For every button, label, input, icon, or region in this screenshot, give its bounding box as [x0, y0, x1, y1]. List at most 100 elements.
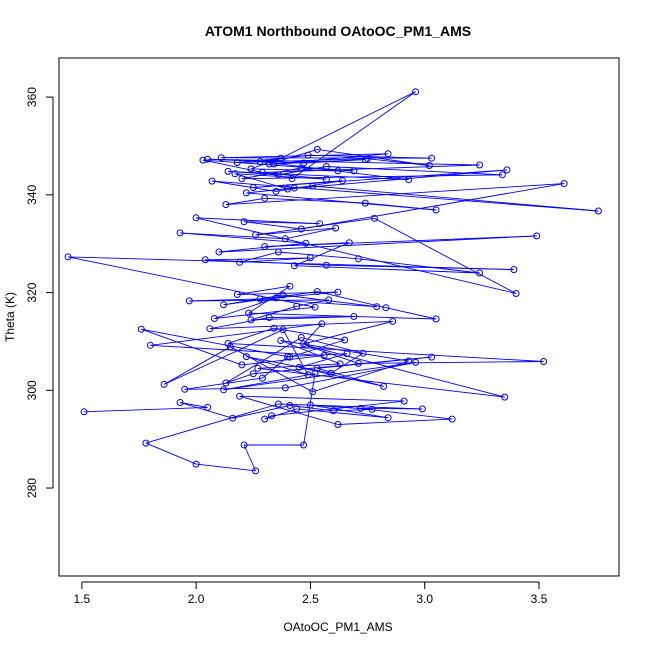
data-point: [295, 363, 303, 371]
series-segment: [239, 251, 279, 263]
series-segment: [312, 185, 599, 212]
data-point: [293, 302, 301, 310]
series-segment: [312, 360, 409, 393]
data-point: [512, 290, 520, 297]
series-segment: [212, 180, 277, 192]
data-point: [368, 405, 376, 413]
data-point: [384, 414, 392, 422]
series-segment: [330, 352, 364, 374]
data-point: [270, 324, 278, 332]
data-point: [236, 258, 244, 266]
data-point: [80, 408, 88, 416]
series-segment: [150, 344, 325, 357]
series-segment: [225, 373, 254, 384]
series-segment: [223, 361, 416, 391]
y-axis-label: Theta (K): [3, 292, 17, 342]
data-point: [322, 163, 330, 170]
data-point: [338, 177, 346, 185]
series-segment: [310, 404, 389, 419]
data-point: [242, 353, 250, 361]
series-segment: [163, 346, 231, 385]
data-point: [261, 194, 269, 202]
data-point: [274, 248, 282, 256]
series-segment: [246, 356, 309, 376]
series-segment: [367, 158, 430, 166]
data-point: [185, 297, 193, 305]
data-point: [405, 357, 413, 365]
data-point: [343, 350, 351, 358]
series-segment: [196, 463, 256, 472]
series-segment: [246, 356, 332, 374]
series-segment: [285, 361, 416, 389]
data-point: [238, 175, 246, 183]
data-point: [297, 164, 305, 172]
data-point: [293, 405, 301, 413]
data-point: [160, 380, 168, 388]
series-segment: [337, 418, 453, 425]
data-point: [245, 309, 253, 317]
series-segment: [205, 259, 327, 266]
data-point: [309, 182, 317, 190]
series-segment: [358, 361, 544, 364]
data-point: [432, 315, 440, 323]
series-segment: [255, 227, 336, 236]
data-point: [272, 187, 280, 195]
data-point: [217, 154, 225, 162]
data-point: [242, 189, 250, 197]
data-point: [354, 255, 362, 263]
series-segment: [301, 183, 565, 230]
data-point: [428, 353, 436, 361]
data-point: [192, 214, 200, 222]
series-segment: [180, 232, 286, 240]
data-point: [247, 316, 255, 324]
data-point: [268, 412, 276, 420]
series-segment: [241, 174, 503, 180]
data-point: [192, 460, 200, 468]
data-point: [334, 167, 342, 175]
data-point: [222, 379, 230, 387]
series-segment: [278, 403, 423, 410]
data-point: [286, 282, 294, 290]
data-point: [199, 156, 207, 164]
series-segment: [225, 183, 565, 206]
data-point: [510, 266, 518, 274]
series-segment: [221, 157, 432, 159]
series-segment: [291, 91, 416, 180]
data-point: [448, 415, 456, 423]
data-point: [389, 317, 397, 325]
data-point: [240, 441, 248, 449]
series-segment: [385, 307, 437, 320]
series-segment: [305, 344, 505, 398]
series-segment: [298, 353, 348, 368]
series-segment: [250, 316, 354, 321]
data-point: [290, 262, 298, 270]
series-segment: [202, 159, 354, 172]
series-segment: [264, 408, 297, 420]
y-tick-label: 340: [25, 184, 39, 204]
data-point: [224, 167, 232, 175]
data-point: [325, 296, 333, 304]
data-point: [181, 385, 189, 393]
data-point: [224, 339, 232, 347]
x-tick-label: 2.0: [188, 592, 205, 606]
data-point: [332, 224, 340, 232]
data-point: [290, 184, 298, 192]
series-segment: [296, 299, 329, 307]
data-point: [560, 180, 568, 188]
data-point: [286, 402, 294, 409]
data-point: [297, 334, 305, 341]
x-tick-label: 3.5: [531, 592, 548, 606]
series-segment: [189, 298, 261, 302]
data-point: [336, 360, 344, 368]
chart-title: ATOM1 Northbound OAtoOC_PM1_AMS: [205, 23, 471, 39]
data-point: [274, 400, 282, 408]
data-point: [309, 388, 317, 396]
data-point: [176, 229, 184, 237]
series-segment: [298, 366, 384, 387]
data-point: [370, 214, 378, 222]
series-segment: [326, 264, 514, 271]
series-segment: [244, 221, 302, 230]
data-point: [284, 185, 292, 193]
data-point: [254, 364, 262, 372]
x-tick-label: 3.0: [416, 592, 433, 606]
